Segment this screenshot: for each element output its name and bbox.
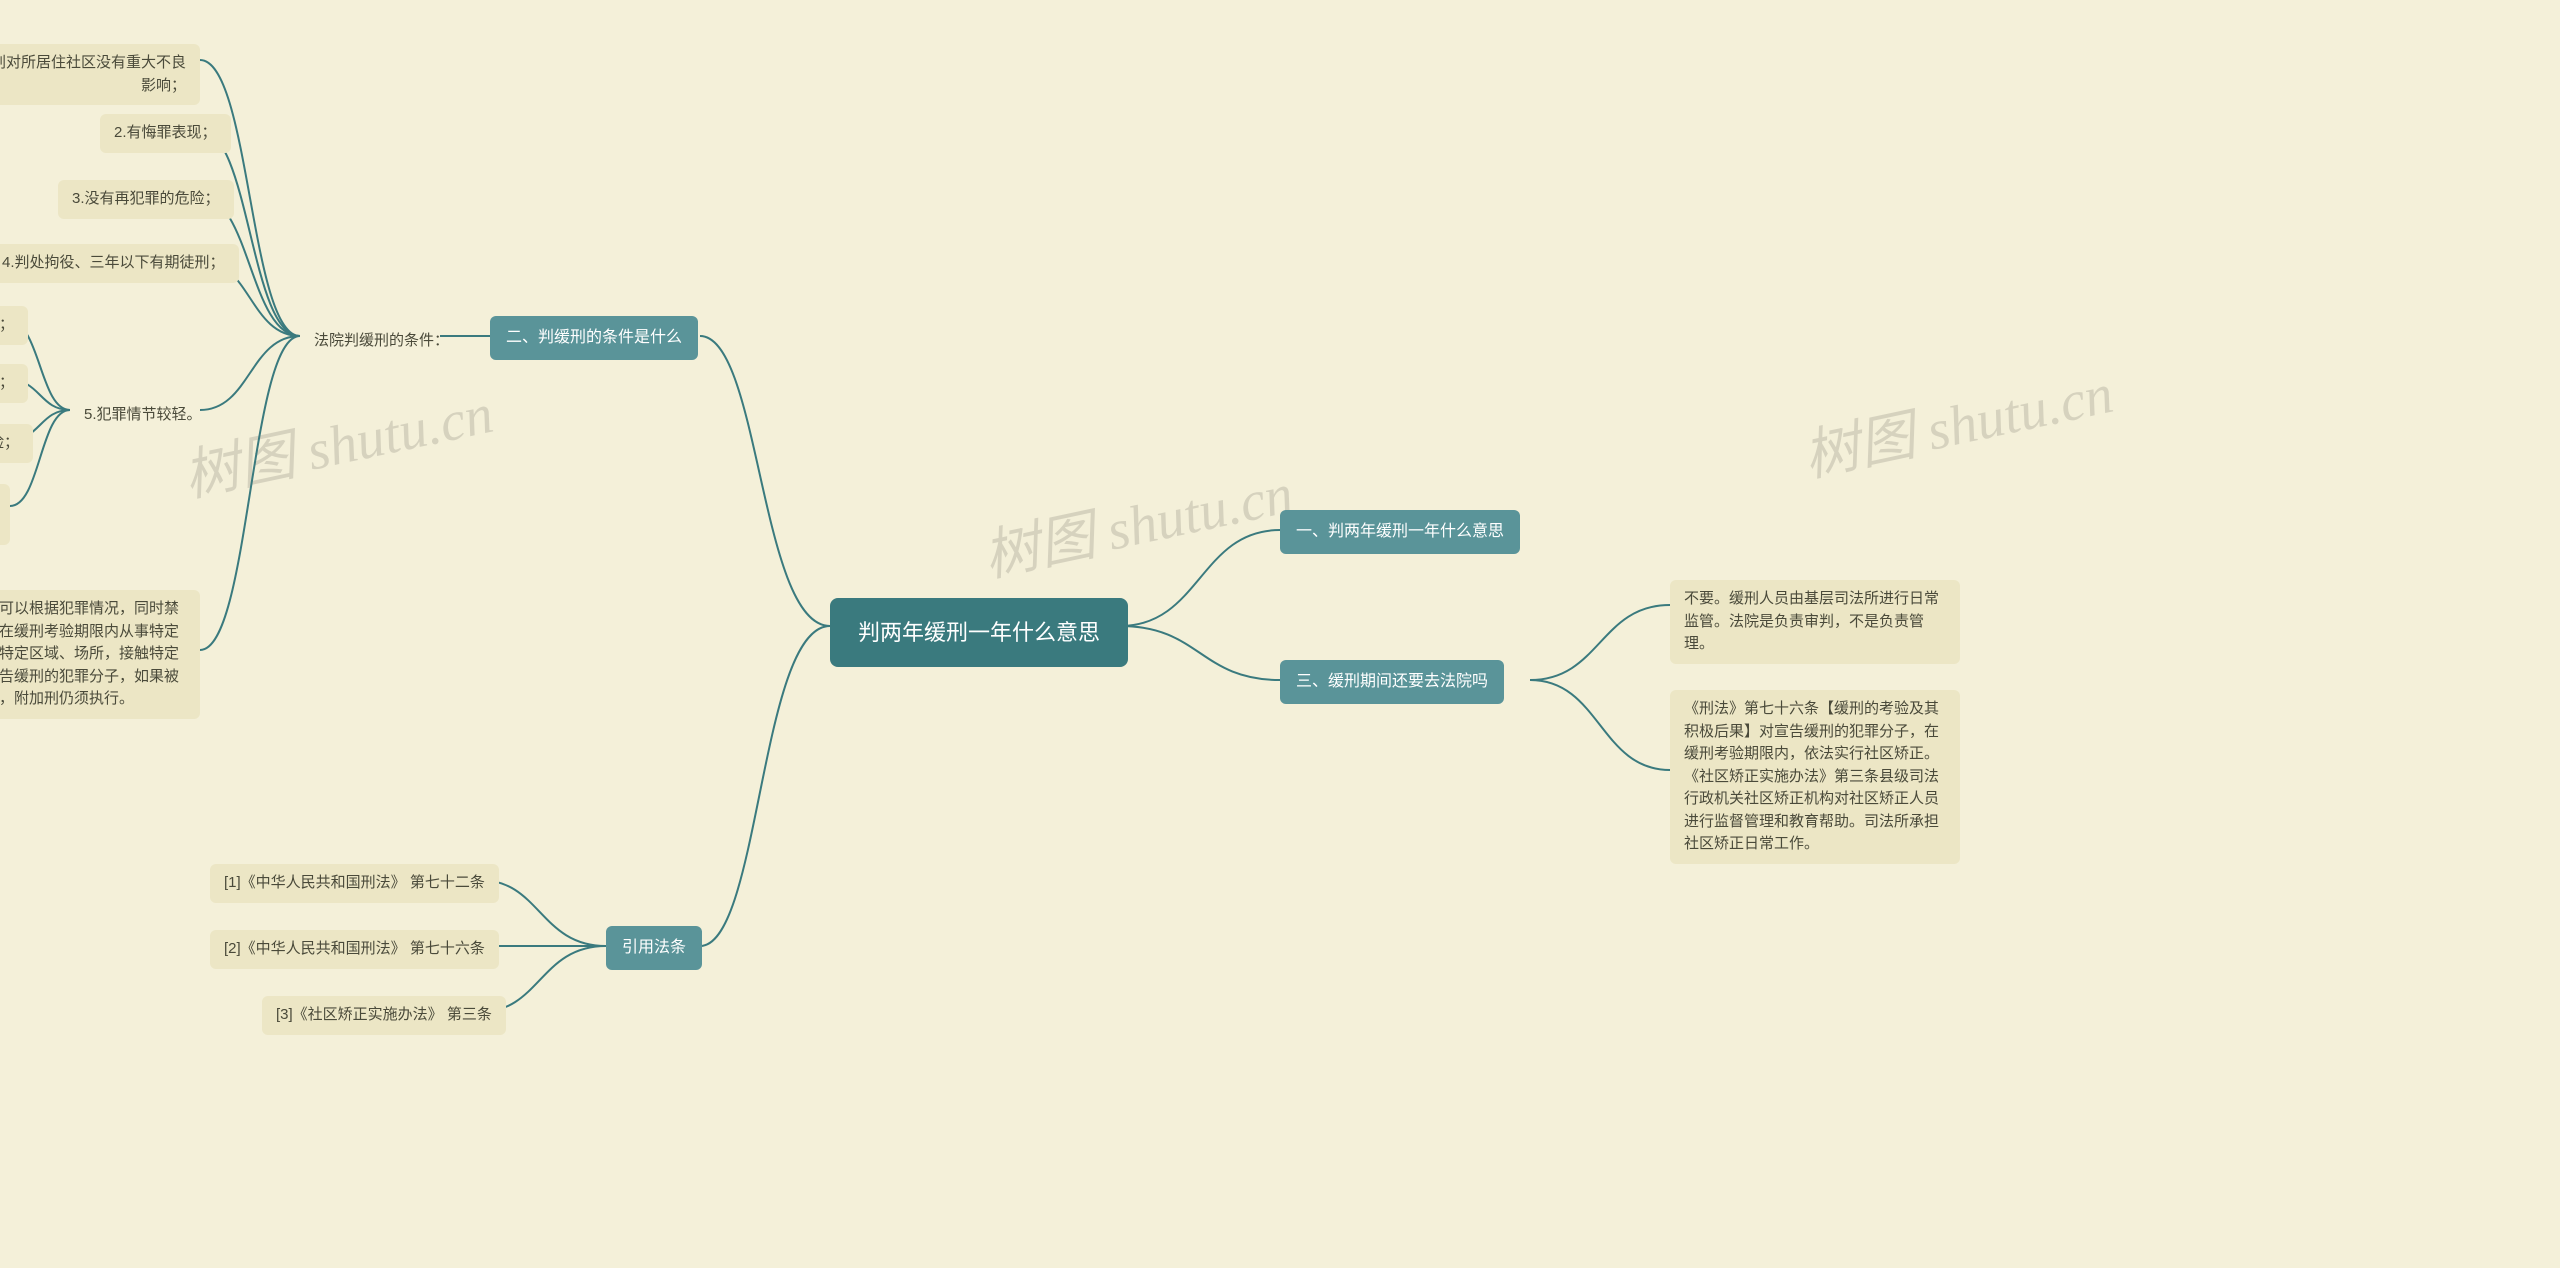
watermark: 树图 shutu.cn bbox=[1795, 348, 2119, 493]
s2-c5-s3: （三）没有再犯罪的危险； bbox=[0, 424, 33, 463]
s2-subtitle: 法院判缓刑的条件： bbox=[300, 322, 463, 361]
ref-1: [1]《中华人民共和国刑法》 第七十二条 bbox=[210, 864, 499, 903]
s2-c1: 1.判处缓刑对所居住社区没有重大不良影响； bbox=[0, 44, 200, 105]
watermark: 树图 shutu.cn bbox=[975, 448, 1299, 593]
section-2: 二、判缓刑的条件是什么 bbox=[490, 316, 698, 360]
s2-c4: 4.判处拘役、三年以下有期徒刑； bbox=[0, 244, 239, 283]
s2-paragraph: 宣告缓刑，可以根据犯罪情况，同时禁止犯罪分子在缓刑考验期限内从事特定活动，进入特… bbox=[0, 590, 200, 719]
ref-3: [3]《社区矫正实施办法》 第三条 bbox=[262, 996, 506, 1035]
s3-leaf-1: 不要。缓刑人员由基层司法所进行日常监管。法院是负责审判，不是负责管理。 bbox=[1670, 580, 1960, 664]
connectors bbox=[0, 0, 2560, 1268]
s3-leaf-2: 《刑法》第七十六条【缓刑的考验及其积极后果】对宣告缓刑的犯罪分子，在缓刑考验期限… bbox=[1670, 690, 1960, 864]
s2-c5: 5.犯罪情节较轻。 bbox=[70, 396, 216, 435]
watermark: 树图 shutu.cn bbox=[175, 368, 499, 513]
section-1: 一、判两年缓刑一年什么意思 bbox=[1280, 510, 1520, 554]
root-node: 判两年缓刑一年什么意思 bbox=[830, 598, 1128, 667]
s2-c3: 3.没有再犯罪的危险； bbox=[58, 180, 234, 219]
refs: 引用法条 bbox=[606, 926, 702, 970]
s2-c5-s2: （二）有悔罪表现； bbox=[0, 364, 28, 403]
s2-c2: 2.有悔罪表现； bbox=[100, 114, 231, 153]
s2-c5-s1: （一）犯罪情节较轻； bbox=[0, 306, 28, 345]
section-3: 三、缓刑期间还要去法院吗 bbox=[1280, 660, 1504, 704]
mindmap-canvas: 树图 shutu.cn 树图 shutu.cn 树图 shutu.cn 判两年缓 bbox=[0, 0, 2560, 1268]
ref-2: [2]《中华人民共和国刑法》 第七十六条 bbox=[210, 930, 499, 969]
s2-c5-s4: （四）宣告缓刑对所居住社区没有重大不良影响。 bbox=[0, 484, 10, 545]
